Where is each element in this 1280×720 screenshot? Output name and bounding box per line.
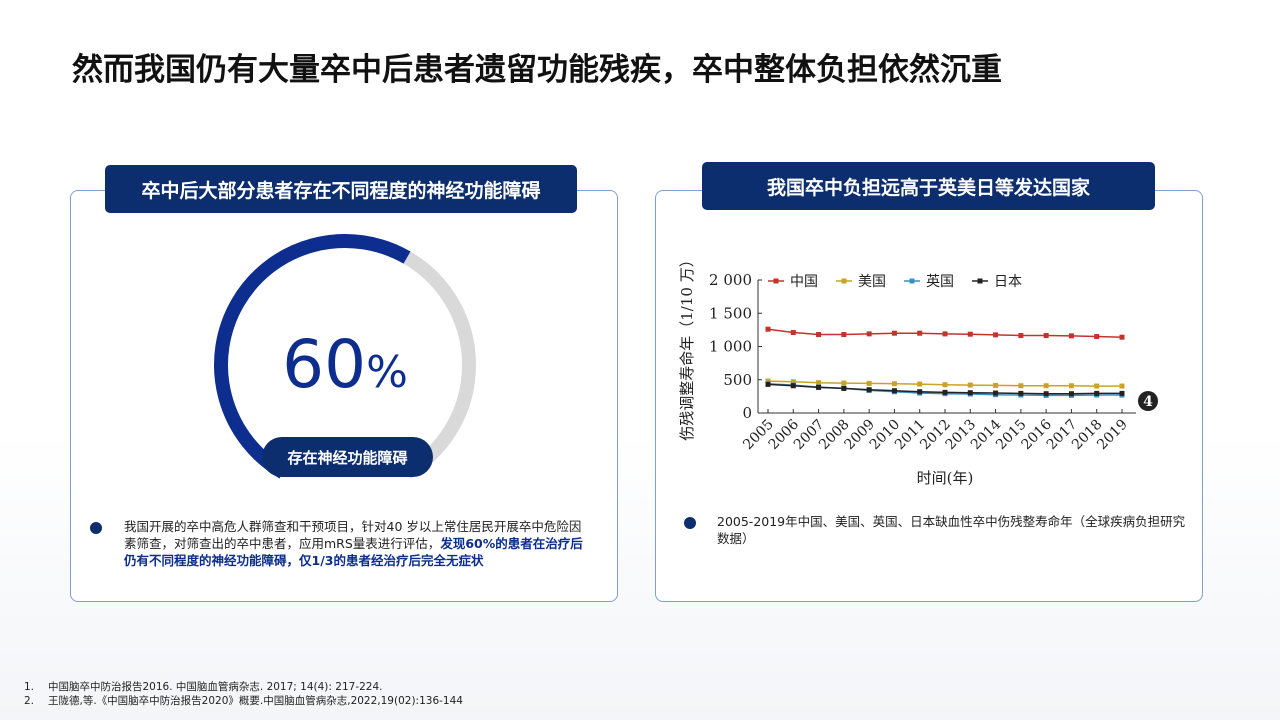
bullet-plain: 我国开展的卒中高危人群筛查和干预项目，针对40 岁以上常住居民开展卒中危险因素筛… bbox=[124, 519, 582, 551]
bullet-highlight: 发现60%的患者在治疗后仍有不同程度的神经功能障碍，仅1/3的患者经治疗后完全无… bbox=[124, 536, 583, 568]
point bbox=[1018, 383, 1024, 389]
point bbox=[816, 380, 822, 386]
point bbox=[841, 380, 847, 386]
point bbox=[765, 378, 771, 384]
point bbox=[917, 381, 923, 387]
left-header: 卒中后大部分患者存在不同程度的神经功能障碍 bbox=[105, 165, 577, 213]
point bbox=[1043, 383, 1049, 389]
donut-caption: 存在神经功能障碍 bbox=[262, 437, 433, 477]
bullet-text: 我国开展的卒中高危人群筛查和干预项目，针对40 岁以上常住居民开展卒中危险因素筛… bbox=[124, 518, 590, 569]
point bbox=[891, 330, 897, 336]
point bbox=[942, 389, 948, 395]
chart-caption: 2005-2019年中国、美国、英国、日本缺血性卒中伤残整寿命年（全球疾病负担研… bbox=[717, 514, 1186, 546]
point bbox=[942, 382, 948, 388]
point bbox=[1043, 391, 1049, 397]
point bbox=[841, 385, 847, 391]
point bbox=[967, 390, 973, 396]
legend-label: 美国 bbox=[858, 274, 886, 290]
bullet-icon bbox=[90, 522, 102, 534]
point bbox=[1094, 390, 1100, 396]
point bbox=[967, 331, 973, 337]
right-panel bbox=[655, 190, 1203, 602]
gauge-value bbox=[214, 234, 411, 479]
footnote-text: 中国脑卒中防治报告2016. 中国脑血管病杂志. 2017; 14(4): 21… bbox=[48, 681, 383, 693]
y-tick-label: 0 bbox=[742, 404, 752, 422]
point bbox=[1119, 383, 1125, 389]
point bbox=[1119, 334, 1125, 340]
point bbox=[1094, 383, 1100, 389]
y-tick-label: 1 000 bbox=[709, 338, 752, 356]
point bbox=[866, 380, 872, 386]
point bbox=[1119, 390, 1125, 396]
point bbox=[816, 332, 822, 338]
point bbox=[790, 330, 796, 336]
y-tick-label: 500 bbox=[723, 371, 752, 389]
point bbox=[891, 388, 897, 394]
x-axis-label: 时间(年) bbox=[917, 469, 974, 487]
footnote: 1. 中国脑卒中防治报告2016. 中国脑血管病杂志. 2017; 14(4): … bbox=[24, 680, 463, 694]
donut-chart: 60% bbox=[214, 234, 476, 479]
point bbox=[765, 381, 771, 387]
gauge-track bbox=[403, 251, 476, 479]
legend-label: 英国 bbox=[926, 273, 954, 290]
y-tick-label: 1 500 bbox=[709, 304, 752, 322]
legend-label: 日本 bbox=[994, 274, 1022, 290]
point bbox=[917, 389, 923, 395]
point bbox=[1068, 391, 1074, 397]
footnotes: 1. 中国脑卒中防治报告2016. 中国脑血管病杂志. 2017; 14(4): … bbox=[24, 680, 463, 708]
point bbox=[866, 387, 872, 393]
point bbox=[1068, 383, 1074, 389]
point bbox=[1018, 333, 1024, 339]
legend-marker bbox=[909, 278, 915, 284]
footnote-number: 1. bbox=[24, 681, 35, 693]
point bbox=[1094, 334, 1100, 340]
point bbox=[993, 382, 999, 388]
point bbox=[993, 332, 999, 338]
legend-marker bbox=[773, 278, 779, 284]
point bbox=[917, 330, 923, 336]
point bbox=[993, 390, 999, 396]
right-header: 我国卒中负担远高于英美日等发达国家 bbox=[702, 162, 1155, 210]
footnote-number: 2. bbox=[24, 695, 35, 707]
footnote-text: 王陇德,等.《中国脑卒中防治报告2020》概要.中国脑血管病杂志,2022,19… bbox=[48, 695, 463, 707]
slide-title: 然而我国仍有大量卒中后患者遗留功能残疾，卒中整体负担依然沉重 bbox=[72, 52, 1002, 88]
point bbox=[866, 331, 872, 337]
point bbox=[1043, 333, 1049, 339]
donut-unit: % bbox=[366, 347, 408, 398]
legend-marker bbox=[841, 278, 847, 284]
point bbox=[1068, 333, 1074, 339]
footnote: 2. 王陇德,等.《中国脑卒中防治报告2020》概要.中国脑血管病杂志,2022,… bbox=[24, 694, 463, 708]
point bbox=[841, 332, 847, 338]
point bbox=[967, 382, 973, 388]
point bbox=[1018, 390, 1024, 396]
bullet-icon bbox=[684, 517, 696, 529]
point bbox=[790, 383, 796, 389]
y-tick-label: 2 000 bbox=[709, 271, 752, 289]
point bbox=[891, 381, 897, 387]
point bbox=[790, 379, 796, 385]
x-tick-label: 2019 bbox=[1094, 417, 1131, 454]
legend-marker bbox=[977, 278, 983, 284]
point bbox=[765, 326, 771, 332]
point bbox=[942, 331, 948, 337]
y-axis-label: 伤残调整寿命年（1/10 万） bbox=[678, 260, 696, 441]
donut-value: 60% bbox=[282, 326, 408, 403]
point bbox=[816, 384, 822, 390]
badge bbox=[1138, 391, 1158, 411]
left-panel bbox=[70, 190, 618, 602]
badge-label: 4 bbox=[1143, 394, 1153, 410]
legend-label: 中国 bbox=[790, 274, 818, 290]
donut-number: 60 bbox=[282, 326, 366, 403]
